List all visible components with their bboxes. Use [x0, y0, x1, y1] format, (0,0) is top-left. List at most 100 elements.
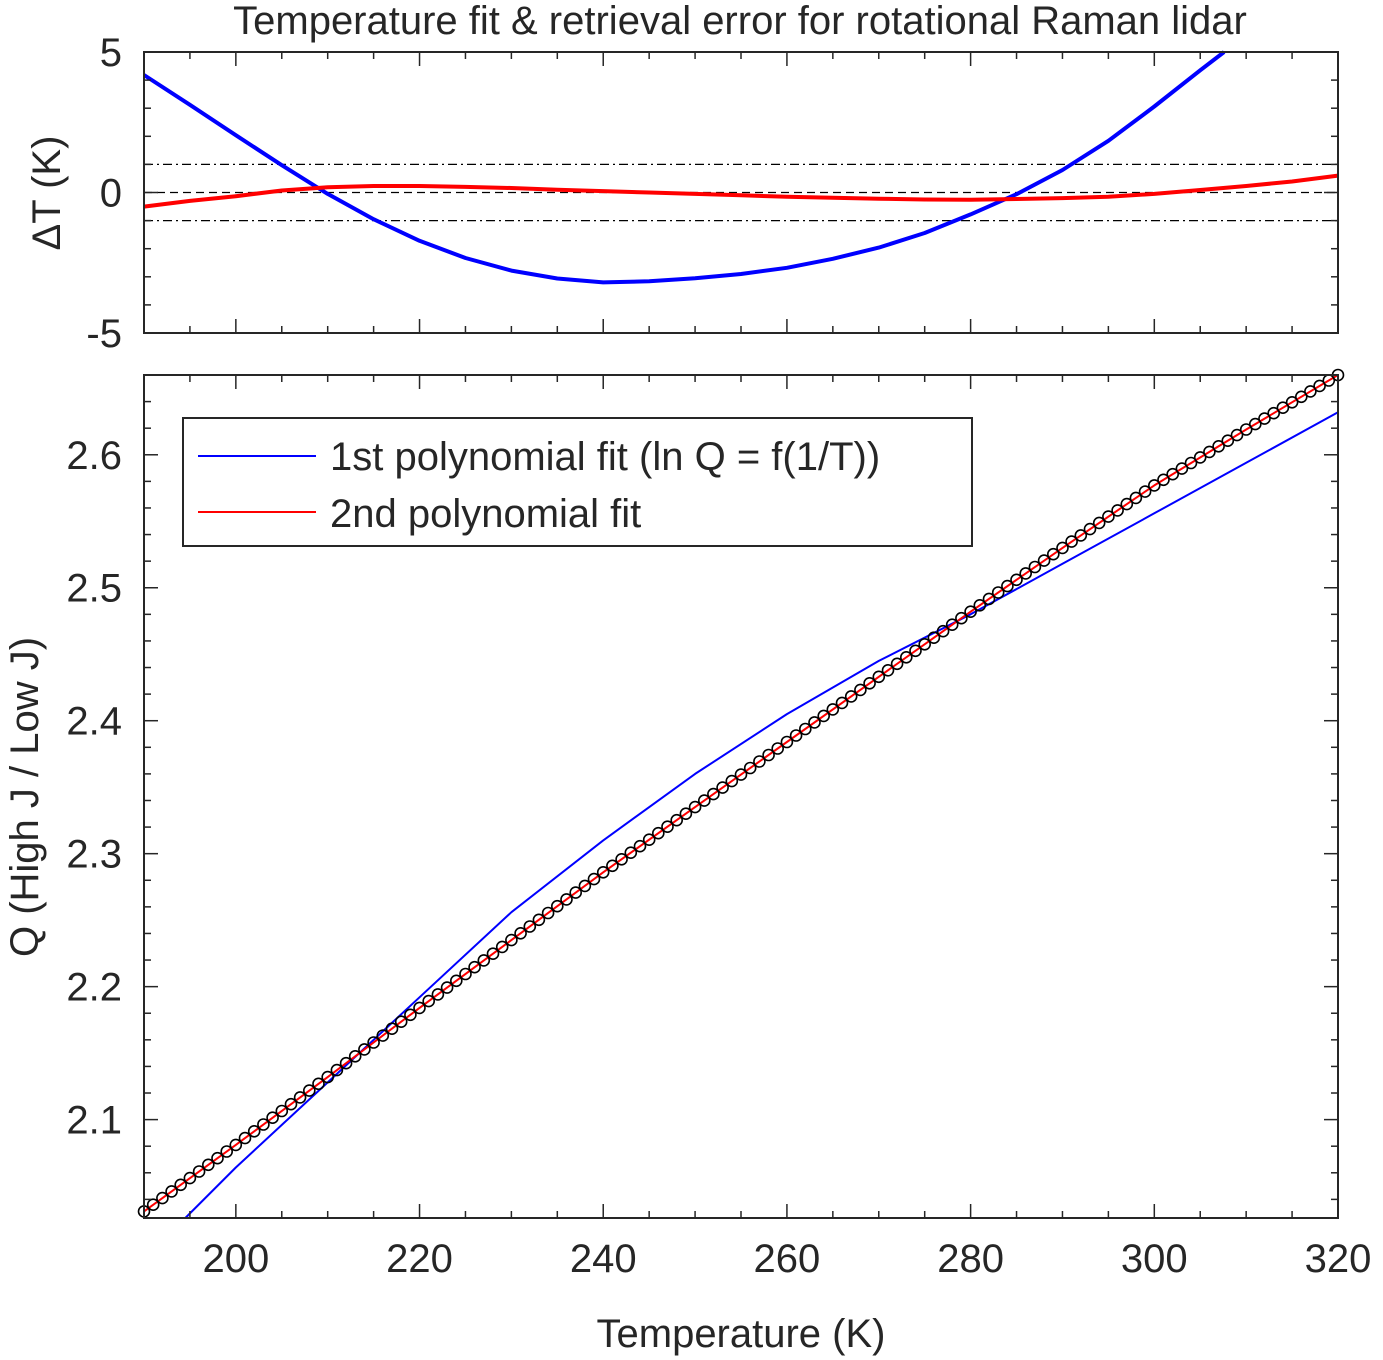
- data-point-marker: [854, 683, 867, 697]
- data-point-marker: [376, 1029, 390, 1042]
- data-point-marker: [486, 947, 500, 961]
- data-point-marker: [624, 846, 638, 860]
- data-point-marker: [367, 1036, 380, 1049]
- x-tick-label: 300: [1121, 1237, 1188, 1281]
- data-point-marker: [321, 1070, 335, 1084]
- x-tick-label: 320: [1305, 1237, 1372, 1281]
- data-point-marker: [918, 637, 932, 651]
- data-point-marker: [1120, 497, 1134, 511]
- data-point-marker: [927, 631, 941, 645]
- data-point-marker: [202, 1158, 215, 1172]
- data-point-marker: [578, 879, 592, 893]
- data-point-marker: [753, 755, 766, 768]
- data-point-marker: [275, 1104, 289, 1118]
- legend-label-fit2: 2nd polynomial fit: [330, 492, 641, 536]
- data-point-marker: [1056, 541, 1069, 555]
- data-point-marker: [1047, 547, 1060, 561]
- data-point-marker: [725, 774, 739, 788]
- data-point-marker: [743, 761, 757, 775]
- data-point-marker: [1230, 428, 1244, 442]
- data-point-marker: [1304, 385, 1317, 398]
- data-point-marker: [183, 1171, 197, 1185]
- q-panel-ticks: 200 220 240 260 280 300 320 2.1 2.2 2.3 2.4 2.5 2.6: [66, 374, 1372, 1281]
- reference-lines: [144, 163, 1338, 222]
- data-point-marker: [872, 670, 886, 684]
- data-point-marker: [541, 906, 555, 920]
- data-point-marker: [146, 1198, 160, 1211]
- y-tick-label: 2.1: [66, 1099, 122, 1143]
- data-point-marker: [1001, 579, 1014, 593]
- data-point-marker: [762, 748, 775, 762]
- data-point-marker: [1258, 412, 1271, 425]
- data-point-marker: [1148, 479, 1161, 492]
- data-point-marker: [238, 1131, 252, 1145]
- x-tick-label: 200: [202, 1237, 269, 1281]
- data-point-marker: [229, 1138, 243, 1152]
- data-point-marker: [266, 1111, 279, 1124]
- data-point-marker: [734, 768, 748, 781]
- y-tick-label: -5: [86, 312, 122, 356]
- fit2-line: [143, 374, 1339, 1213]
- data-point-marker: [688, 800, 702, 814]
- data-point-marker: [1212, 439, 1225, 453]
- data-point-marker: [1239, 423, 1253, 436]
- error-panel-y-label: ΔT (K): [25, 136, 69, 251]
- y-tick-label: 2.6: [66, 434, 122, 478]
- data-point-marker: [697, 794, 711, 807]
- q-panel-x-label: Temperature (K): [597, 1312, 886, 1356]
- data-point-marker: [1092, 516, 1106, 530]
- chart-title: Temperature fit & retrieval error for ro…: [233, 0, 1247, 43]
- data-point-marker: [826, 703, 840, 716]
- data-point-marker: [936, 624, 950, 638]
- error-panel: -5 0 5 ΔT (K): [25, 31, 1339, 356]
- data-point-marker: [174, 1178, 187, 1192]
- data-point-marker: [1019, 567, 1032, 580]
- data-point-marker: [1028, 560, 1042, 574]
- data-point-marker: [560, 893, 573, 906]
- y-tick-label: 2.4: [66, 700, 122, 744]
- data-point-marker: [890, 657, 904, 671]
- data-point-marker: [569, 886, 583, 899]
- data-point-marker: [1184, 456, 1198, 470]
- data-point-marker: [394, 1015, 408, 1029]
- data-point-marker: [440, 981, 454, 994]
- data-point-marker: [1074, 529, 1088, 542]
- x-tick-label: 220: [386, 1237, 453, 1281]
- data-point-marker: [220, 1145, 233, 1158]
- data-point-marker: [385, 1022, 399, 1035]
- data-point-marker: [1313, 379, 1326, 393]
- data-point-marker: [550, 899, 564, 913]
- data-point-marker: [1203, 445, 1216, 459]
- data-point-marker: [587, 872, 601, 886]
- data-point-marker: [165, 1185, 178, 1198]
- data-point-marker: [909, 644, 922, 658]
- data-point-marker: [1267, 406, 1280, 420]
- data-point-marker: [798, 722, 812, 736]
- data-point-marker: [596, 865, 610, 879]
- data-point-marker: [449, 974, 463, 988]
- data-point-marker: [945, 618, 959, 632]
- legend-box: [182, 417, 973, 547]
- error-line-fit2: [143, 173, 1339, 209]
- data-point-marker: [358, 1043, 371, 1056]
- data-point-marker: [771, 742, 785, 755]
- data-point-marker: [964, 605, 977, 619]
- data-point-marker: [477, 954, 491, 967]
- q-panel: 200 220 240 260 280 300 3202.12.22.32.42.52.6 …: [3, 368, 1372, 1356]
- data-point-marker: [1193, 451, 1207, 464]
- y-tick-label: 5: [100, 31, 122, 75]
- data-point-marker: [991, 586, 1005, 599]
- data-point-marker: [1175, 462, 1189, 475]
- data-point-marker: [863, 676, 876, 690]
- data-point-marker: [835, 696, 849, 710]
- q-markers: [137, 368, 1345, 1218]
- data-point-marker: [1111, 504, 1124, 517]
- data-point-marker: [817, 709, 831, 723]
- data-point-marker: [302, 1084, 316, 1097]
- y-tick-label: 2.3: [66, 833, 122, 877]
- data-point-marker: [1166, 467, 1179, 481]
- data-point-marker: [284, 1097, 298, 1111]
- data-point-marker: [670, 813, 684, 827]
- data-point-marker: [1276, 401, 1290, 415]
